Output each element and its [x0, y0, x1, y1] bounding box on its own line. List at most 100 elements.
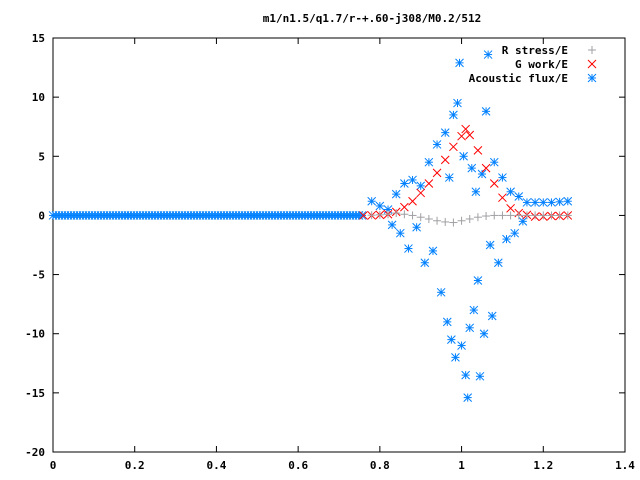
series-2-point: [467, 163, 477, 173]
x-tick-label: 0.6: [288, 459, 308, 472]
series-2-point: [432, 140, 442, 149]
series-0-point: [457, 216, 466, 225]
series-1-point: [432, 168, 442, 178]
series-1-point: [408, 196, 417, 206]
series-2-point: [465, 323, 475, 333]
series-2-point: [481, 106, 491, 116]
series-0-point: [416, 213, 425, 222]
y-tick-label: -15: [25, 387, 45, 400]
series-0-point: [441, 217, 450, 226]
x-tick-label: 0.4: [206, 459, 226, 472]
series-2-point: [485, 240, 495, 250]
legend-label: R stress/E: [502, 44, 568, 57]
x-tick-label: 1.2: [533, 459, 553, 472]
series-2-point: [563, 196, 573, 206]
series-2-point: [451, 353, 460, 362]
legend-label: Acoustic flux/E: [469, 72, 568, 85]
legend-label: G work/E: [515, 58, 568, 71]
series-2-point: [455, 58, 464, 68]
series-0-point: [522, 211, 531, 220]
y-tick-label: -5: [32, 269, 45, 282]
series-2-point: [475, 371, 485, 381]
series-0-point: [408, 211, 417, 220]
series-2-point: [483, 50, 493, 59]
series-1-point: [473, 146, 483, 155]
series-2-point: [469, 305, 479, 315]
series-2-point: [453, 98, 462, 108]
series-2-point: [487, 311, 497, 321]
series-0-point: [375, 210, 384, 219]
series-2-point: [375, 201, 385, 211]
plot-frame: [52, 37, 626, 453]
series-1-point: [489, 179, 499, 188]
series-2-point: [479, 329, 489, 339]
series-2-point: [444, 173, 454, 182]
series-2-point: [510, 228, 520, 238]
series-2-point: [530, 198, 540, 207]
series-2-point: [471, 187, 481, 197]
series-0-point: [384, 210, 393, 219]
series-0-point: [531, 211, 540, 220]
baseline-markers: [48, 211, 367, 220]
x-tick-label: 0.2: [125, 459, 145, 472]
chart-title: m1/n1.5/q1.7/r-+.60-j308/M0.2/512: [263, 12, 482, 25]
y-tick-label: 0: [38, 209, 45, 222]
series-2-point: [459, 151, 468, 161]
series-1-point: [400, 202, 409, 212]
series-2-point: [447, 335, 456, 344]
axis-ticks: 0 0.2 0.4 0.6 0.8 1 1.2 1.4 15 10 5 0 -5 -10 -15 -20: [25, 32, 635, 472]
series-2-point: [404, 244, 413, 253]
legend-marker: [588, 46, 596, 54]
series-2-point: [498, 173, 507, 182]
series-1-point: [506, 203, 515, 213]
series-0-point: [400, 210, 409, 219]
series-2-point: [463, 393, 473, 402]
series-0-point: [506, 211, 515, 220]
series-2-point: [367, 196, 377, 206]
series-2-point: [416, 181, 426, 191]
series-1-point: [424, 179, 434, 188]
y-tick-label: -20: [25, 446, 45, 459]
series-1-point: [465, 130, 475, 140]
legend-marker: [587, 73, 597, 83]
series-1-point: [416, 188, 426, 198]
series-2-point: [428, 246, 438, 256]
series-2-point: [408, 175, 417, 185]
series-0-point: [473, 213, 482, 222]
series-2-point: [477, 169, 487, 179]
series-2-point: [538, 198, 548, 207]
series-1-point: [359, 211, 368, 220]
series-0-point: [490, 211, 499, 220]
series-2-point: [442, 317, 452, 327]
series-0-point: [498, 211, 507, 220]
series-2-point: [493, 258, 503, 268]
series-2-point: [514, 192, 524, 201]
series-2: [367, 50, 573, 402]
series-0-point: [465, 214, 474, 223]
series-2-point: [440, 128, 450, 137]
legend-marker: [587, 59, 597, 69]
series-0-point: [547, 211, 556, 220]
series-1-point: [461, 124, 471, 134]
series-2-point: [457, 341, 466, 350]
series-2-point: [489, 157, 499, 167]
x-tick-label: 0.8: [370, 459, 390, 472]
series-2-point: [436, 287, 446, 297]
series-0-point: [392, 209, 401, 218]
x-tick-label: 1.4: [615, 459, 635, 472]
series-0-point: [514, 211, 523, 220]
series-2-point: [387, 220, 397, 230]
series-0-point: [563, 211, 572, 220]
x-tick-label: 0: [50, 459, 57, 472]
series-0-point: [539, 211, 548, 220]
series-2-point: [449, 110, 458, 120]
series-2-point: [518, 216, 528, 226]
series-0-point: [482, 212, 491, 221]
flux-baseline-point: [357, 211, 367, 220]
series-0-point: [555, 211, 564, 220]
series-2-point: [400, 179, 409, 188]
series-2-point: [412, 222, 421, 232]
y-tick-label: 10: [32, 91, 45, 104]
